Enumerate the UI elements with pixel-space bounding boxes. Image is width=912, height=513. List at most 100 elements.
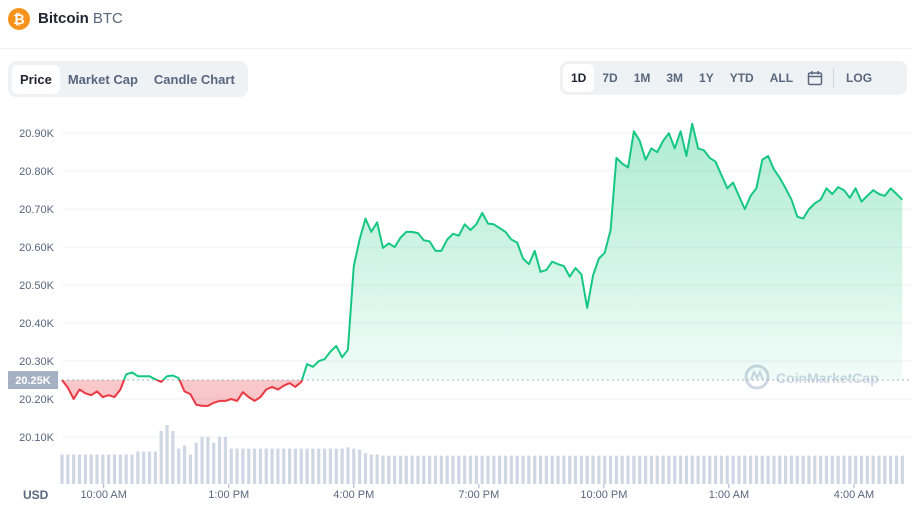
volume-bar <box>667 455 671 484</box>
volume-bar <box>229 448 233 484</box>
volume-bar <box>311 448 315 484</box>
volume-bar <box>95 454 99 484</box>
volume-bar <box>795 455 799 484</box>
volume-bar <box>492 455 496 484</box>
volume-bar <box>328 448 333 484</box>
volume-bar <box>60 454 64 484</box>
volume-bar <box>153 451 157 484</box>
volume-bar <box>725 455 729 484</box>
range-1d[interactable]: 1D <box>563 64 595 92</box>
volume-bar <box>871 455 875 484</box>
y-tick-label: 20.50K <box>19 280 55 292</box>
volume-bar <box>142 451 146 484</box>
volume-bar <box>836 455 840 484</box>
range-ytd[interactable]: YTD <box>729 71 754 85</box>
price-line-down <box>61 380 303 407</box>
volume-bar <box>480 455 484 484</box>
volume-bar <box>287 448 292 484</box>
volume-bar <box>562 455 566 484</box>
volume-bar <box>813 455 817 484</box>
volume-bar <box>445 455 449 484</box>
volume-bar <box>235 448 239 484</box>
volume-bar <box>754 455 759 484</box>
volume-bar <box>381 455 385 484</box>
volume-bar <box>859 455 864 484</box>
volume-bar <box>731 455 735 484</box>
volume-bar <box>824 455 829 484</box>
volume-bar <box>270 448 274 484</box>
volume-bar <box>241 448 245 484</box>
y-tick-label: 20.10K <box>19 432 55 444</box>
volume-bar <box>194 442 198 484</box>
volume-bar <box>264 448 268 484</box>
volume-bar <box>375 454 379 484</box>
volume-bar <box>509 455 513 484</box>
volume-bar <box>416 455 420 484</box>
reference-label-bg <box>8 371 58 390</box>
range-1y[interactable]: 1Y <box>699 71 714 85</box>
price-area-up <box>62 123 903 381</box>
volume-bar <box>603 455 607 484</box>
y-tick-label: 20.70K <box>19 204 55 216</box>
y-tick-label: 20.60K <box>19 242 55 254</box>
volume-bar <box>398 455 403 484</box>
price-area-down <box>62 380 903 406</box>
range-3m[interactable]: 3M <box>666 71 684 85</box>
volume-bar <box>206 436 210 484</box>
bitcoin-icon: ₿ <box>8 8 30 30</box>
tab-market-cap[interactable]: Market Cap <box>67 71 138 87</box>
volume-bar <box>801 455 805 484</box>
volume-bar <box>217 436 222 484</box>
volume-bar <box>544 455 548 484</box>
chart-type-tabs: Price Market Cap Candle Chart <box>8 61 248 97</box>
volume-bar <box>632 455 636 484</box>
volume-bar <box>159 430 163 484</box>
volume-bar <box>591 455 595 484</box>
price-line-up <box>61 122 904 381</box>
volume-bar <box>854 455 858 484</box>
coinmarketcap-watermark: CoinMarketCap <box>744 364 879 390</box>
volume-bar <box>200 436 204 484</box>
volume-bar <box>72 454 76 484</box>
volume-bar <box>428 455 432 484</box>
y-tick-label: 20.40K <box>19 318 55 330</box>
volume-bar <box>503 455 508 484</box>
volume-bar <box>894 455 899 484</box>
volume-bar <box>684 455 689 484</box>
volume-bar <box>585 455 589 484</box>
volume-bar <box>696 455 700 484</box>
volume-bar <box>784 455 788 484</box>
volume-bar <box>579 455 583 484</box>
volume-bar <box>463 455 467 484</box>
volume-bar <box>393 455 397 484</box>
volume-bar <box>527 455 531 484</box>
volume-bar <box>678 455 683 484</box>
range-1m[interactable]: 1M <box>633 71 651 85</box>
divider <box>833 68 835 88</box>
volume-bar <box>387 455 391 484</box>
log-scale-toggle[interactable]: LOG <box>846 71 873 85</box>
time-range-selector: 1D 7D 1M 3M 1Y YTD ALL LOG <box>560 61 907 95</box>
volume-bar <box>358 449 362 484</box>
calendar-icon[interactable] <box>801 64 829 92</box>
volume-bar <box>457 455 461 484</box>
volume-bar <box>661 455 665 484</box>
volume-bar <box>107 454 111 484</box>
volume-bar <box>737 455 741 484</box>
volume-bar <box>713 455 718 484</box>
volume-bar <box>568 455 572 484</box>
volume-bar <box>550 455 554 484</box>
volume-bar <box>760 455 764 484</box>
volume-bar <box>673 455 677 484</box>
volume-bar <box>515 455 519 484</box>
volume-bar <box>848 455 852 484</box>
volume-bar <box>655 455 659 484</box>
tab-candle-chart[interactable]: Candle Chart <box>153 71 235 87</box>
volume-bar <box>282 448 286 484</box>
volume-bar <box>212 442 216 484</box>
range-all[interactable]: ALL <box>769 71 794 85</box>
volume-bar <box>474 455 478 484</box>
range-7d[interactable]: 7D <box>602 71 618 85</box>
tab-price[interactable]: Price <box>12 64 60 94</box>
volume-bar <box>649 455 653 484</box>
